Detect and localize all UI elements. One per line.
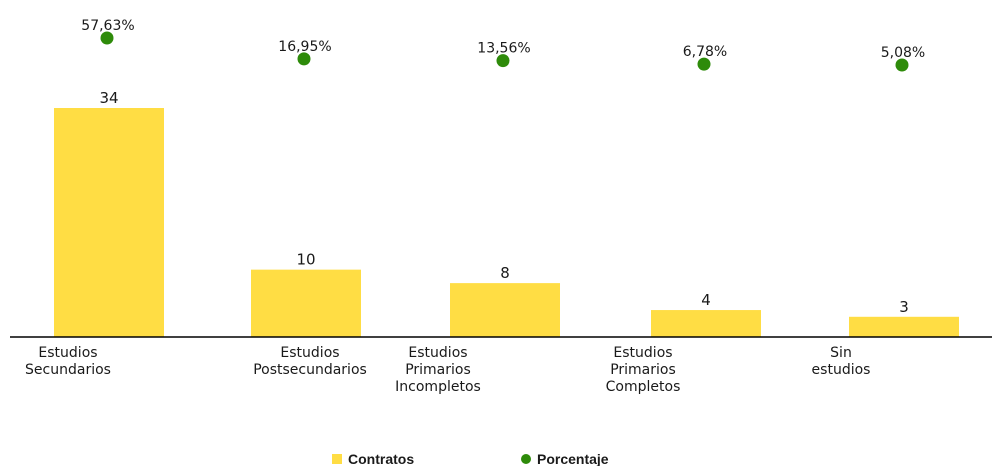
bar-estudios-postsecundarios — [251, 269, 361, 337]
bars-layer: 34 10 8 4 3 — [54, 89, 959, 337]
bar-sin-estudios — [849, 316, 959, 337]
bar-estudios-secundarios — [54, 108, 164, 337]
category-label-sin-estudios: Sin estudios — [812, 345, 871, 378]
legend-swatch-porcentaje — [521, 454, 531, 464]
category-labels: Estudios Secundarios Estudios Postsecundari… — [25, 345, 870, 395]
bar-estudios-primarios-completos — [651, 310, 761, 337]
percent-point-sin-estudios — [895, 58, 909, 72]
percent-label: 13,56% — [477, 41, 530, 57]
legend: Contratos Porcentaje — [332, 451, 609, 466]
category-label-estudios-secundarios: Estudios Secundarios — [25, 345, 111, 378]
bar-value-label: 4 — [701, 291, 711, 309]
percent-point-estudios-secundarios — [100, 31, 114, 45]
bar-value-label: 10 — [296, 251, 315, 269]
percent-point-estudios-postsecundarios — [297, 52, 311, 66]
percent-label: 16,95% — [278, 39, 331, 55]
bar-value-label: 34 — [99, 89, 118, 107]
legend-swatch-contratos — [332, 454, 342, 464]
percent-point-estudios-primarios-completos — [697, 57, 711, 71]
legend-label-contratos: Contratos — [348, 451, 414, 466]
bar-value-label: 8 — [500, 264, 510, 282]
percent-label: 57,63% — [81, 18, 134, 34]
percent-label: 6,78% — [683, 44, 727, 60]
category-label-estudios-postsecundarios: Estudios Postsecundarios — [253, 345, 367, 378]
points-layer: 57,63% 16,95% 13,56% 6,78% 5,08% — [81, 18, 925, 72]
bar-estudios-primarios-incompletos — [450, 283, 560, 337]
percent-point-estudios-primarios-incompletos — [496, 54, 510, 68]
category-label-estudios-primarios-completos: Estudios Primarios Completos — [606, 345, 681, 395]
category-label-estudios-primarios-incompletos: Estudios Primarios Incompletos — [395, 345, 481, 395]
percent-label: 5,08% — [881, 45, 925, 61]
legend-label-porcentaje: Porcentaje — [537, 451, 609, 466]
bar-value-label: 3 — [899, 298, 909, 316]
